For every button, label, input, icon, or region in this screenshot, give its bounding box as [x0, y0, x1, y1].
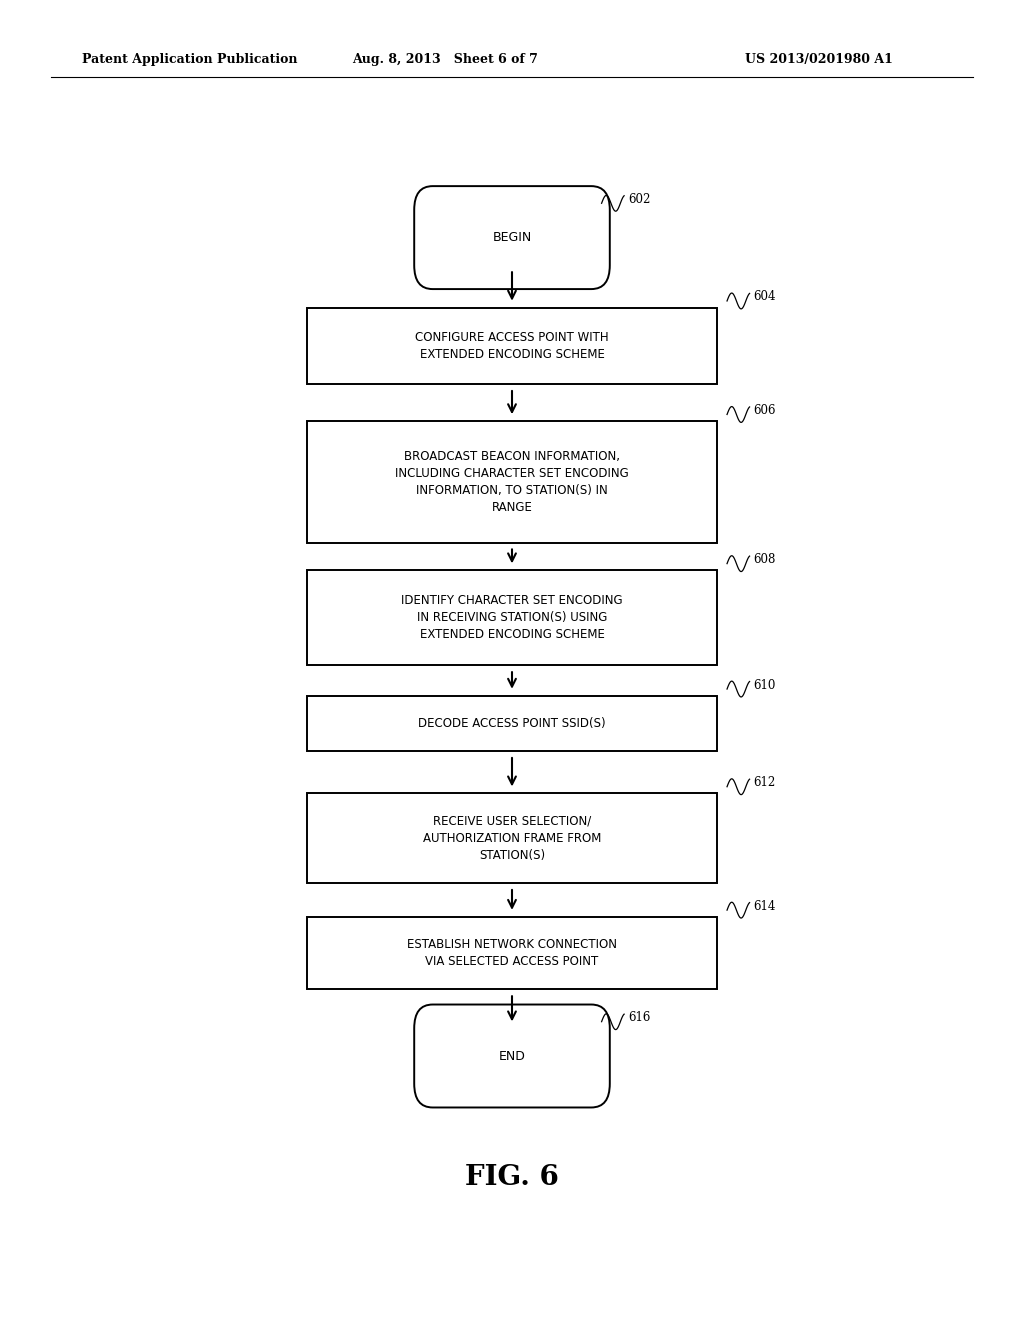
FancyBboxPatch shape: [414, 186, 609, 289]
Text: 614: 614: [754, 900, 776, 912]
FancyBboxPatch shape: [307, 421, 717, 543]
Text: 610: 610: [754, 678, 776, 692]
Text: 602: 602: [629, 193, 650, 206]
Text: RECEIVE USER SELECTION/
AUTHORIZATION FRAME FROM
STATION(S): RECEIVE USER SELECTION/ AUTHORIZATION FR…: [423, 814, 601, 862]
Text: IDENTIFY CHARACTER SET ENCODING
IN RECEIVING STATION(S) USING
EXTENDED ENCODING : IDENTIFY CHARACTER SET ENCODING IN RECEI…: [401, 594, 623, 642]
FancyBboxPatch shape: [307, 570, 717, 665]
Text: BEGIN: BEGIN: [493, 231, 531, 244]
FancyBboxPatch shape: [414, 1005, 609, 1107]
Text: 608: 608: [754, 553, 776, 566]
Text: DECODE ACCESS POINT SSID(S): DECODE ACCESS POINT SSID(S): [418, 717, 606, 730]
Text: 606: 606: [754, 404, 776, 417]
Text: 612: 612: [754, 776, 776, 789]
Text: CONFIGURE ACCESS POINT WITH
EXTENDED ENCODING SCHEME: CONFIGURE ACCESS POINT WITH EXTENDED ENC…: [415, 331, 609, 360]
Text: FIG. 6: FIG. 6: [465, 1164, 559, 1191]
FancyBboxPatch shape: [307, 696, 717, 751]
Text: Aug. 8, 2013   Sheet 6 of 7: Aug. 8, 2013 Sheet 6 of 7: [352, 53, 539, 66]
FancyBboxPatch shape: [307, 793, 717, 883]
Text: 616: 616: [629, 1011, 650, 1024]
Text: US 2013/0201980 A1: US 2013/0201980 A1: [745, 53, 893, 66]
Text: END: END: [499, 1049, 525, 1063]
Text: 604: 604: [754, 290, 776, 304]
Text: BROADCAST BEACON INFORMATION,
INCLUDING CHARACTER SET ENCODING
INFORMATION, TO S: BROADCAST BEACON INFORMATION, INCLUDING …: [395, 450, 629, 513]
FancyBboxPatch shape: [307, 916, 717, 990]
Text: ESTABLISH NETWORK CONNECTION
VIA SELECTED ACCESS POINT: ESTABLISH NETWORK CONNECTION VIA SELECTE…: [407, 939, 617, 968]
Text: Patent Application Publication: Patent Application Publication: [82, 53, 297, 66]
FancyBboxPatch shape: [307, 308, 717, 384]
